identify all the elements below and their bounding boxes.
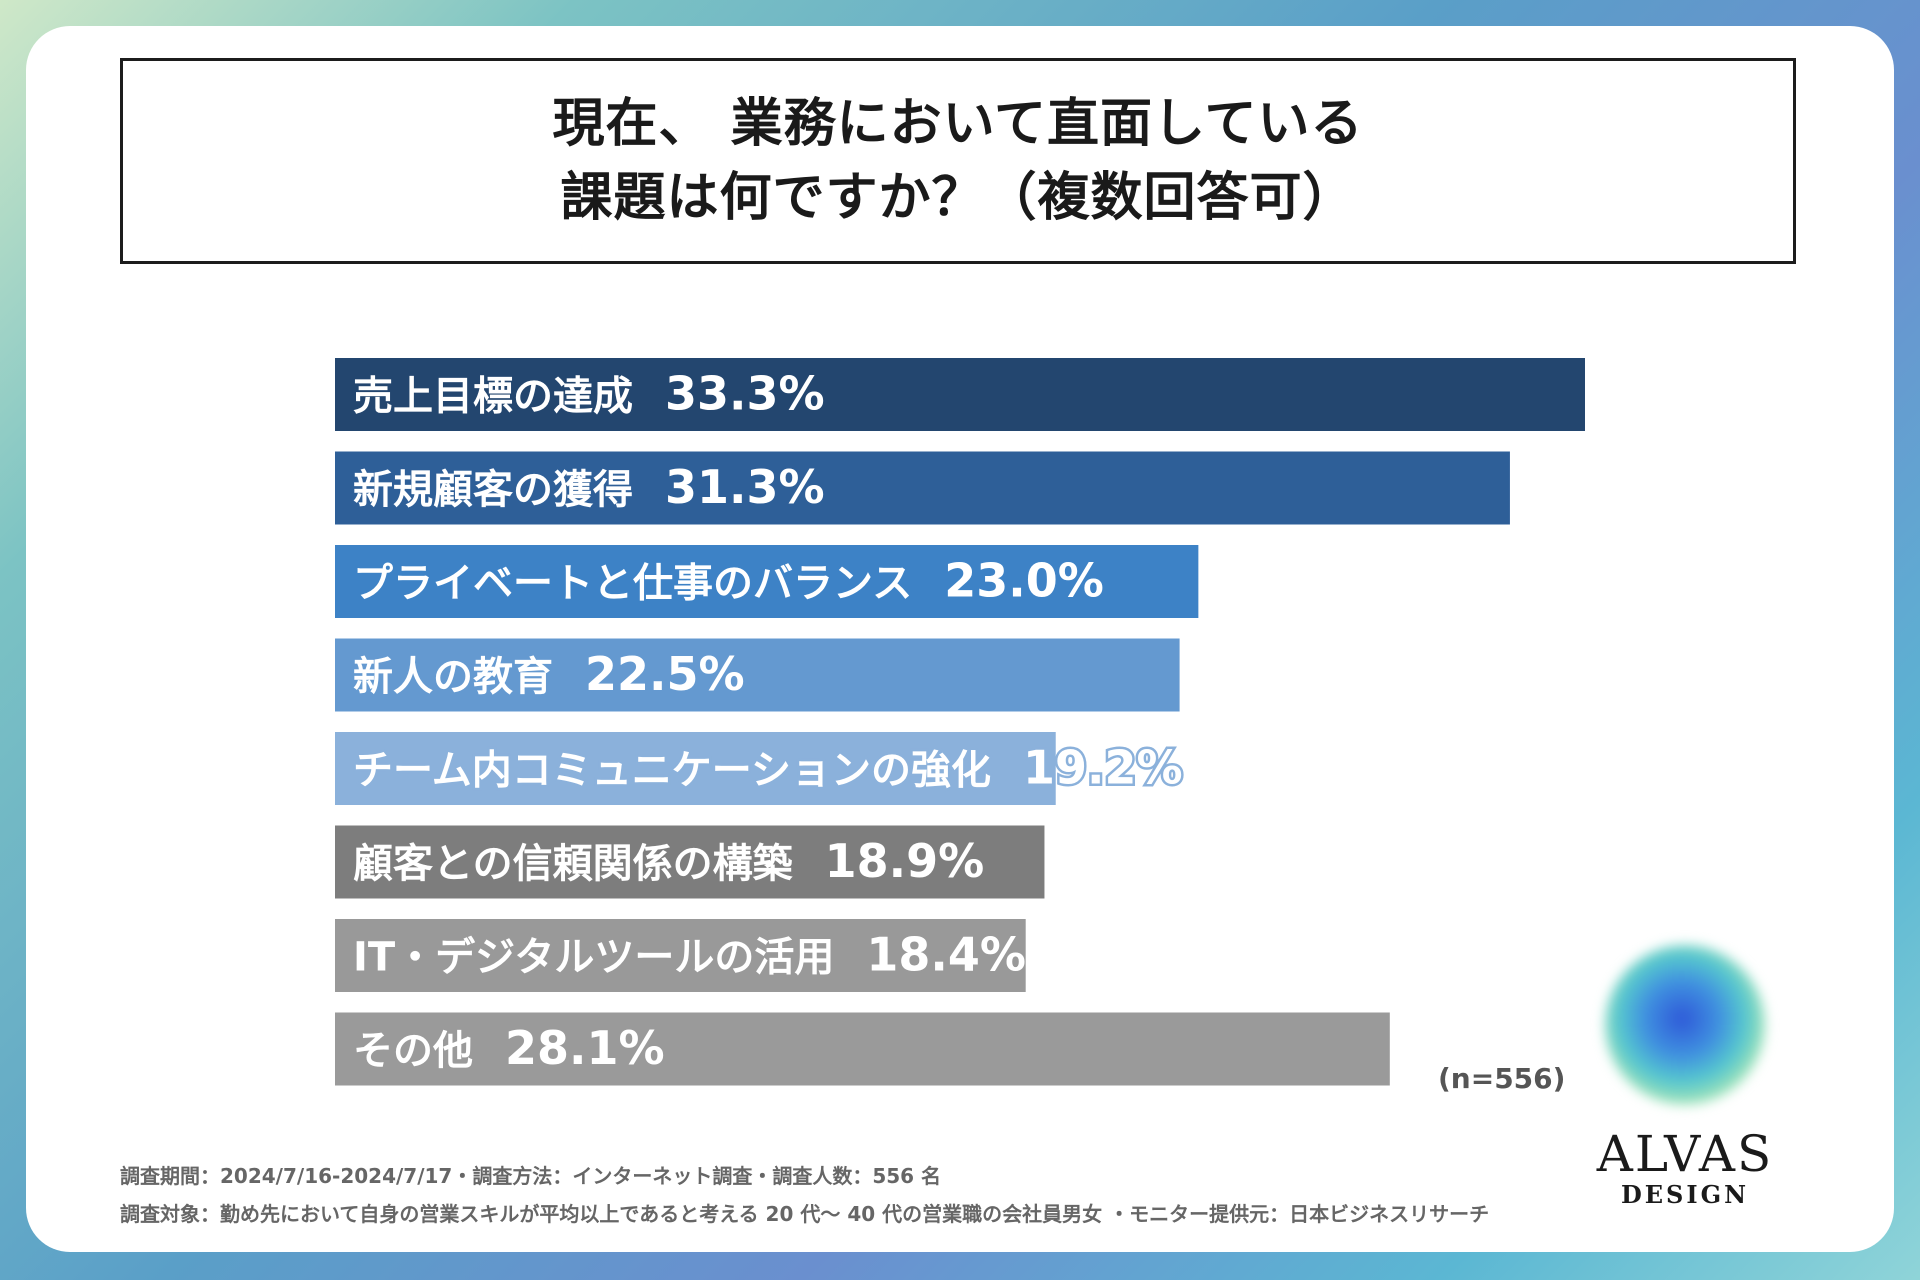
bar-value-5: 19.2% [1023,741,1183,795]
bar-5 [335,732,1056,805]
logo-name: ALVAS [1596,1125,1774,1183]
bar-label-3: プライベートと仕事のバランス 23.0% [353,554,1104,608]
logo-sub: DESIGN [1620,1180,1750,1209]
bar-label-4: 新人の教育 22.5% [353,647,745,701]
title-line-2: 課題は何ですか？（複数回答可） [560,168,1356,228]
bar-category-2: 新規顧客の獲得 [353,467,633,513]
bar-label-6: 顧客との信頼関係の構築 18.9% [353,834,984,888]
bar-label-8: その他 28.1% [353,1021,665,1075]
logo: ALVAS DESIGN [1595,1128,1775,1210]
bar-value-1: 33.3% [665,367,825,421]
bar-label-5: チーム内コミュニケーションの強化 19.2% [353,741,1183,795]
bar-category-8: その他 [353,1028,473,1074]
bar-label-1: 売上目標の達成 33.3% [353,367,825,421]
bar-value-3: 23.0% [944,554,1104,608]
bar-7 [335,919,1026,992]
bar-category-7: IT・デジタルツールの活用 [353,935,834,981]
bar-category-3: プライベートと仕事のバランス [353,561,912,607]
bar-category-5: チーム内コミュニケーションの強化 [353,748,991,794]
title-box: 現在、 業務において直面している 課題は何ですか？（複数回答可） [120,58,1796,264]
bar-value-4: 22.5% [585,647,745,701]
survey-info-line-1: 調査期間：2024/7/16-2024/7/17・調査方法：インターネット調査・… [120,1164,942,1188]
bar-3 [335,545,1199,618]
bar-value-8: 28.1% [505,1021,665,1075]
bar-value-6: 18.9% [825,834,985,888]
bar-8 [335,1012,1390,1086]
bar-6 [335,825,1045,899]
bar-4 [335,638,1180,712]
bar-category-4: 新人の教育 [353,654,553,700]
bar-2 [335,451,1510,525]
survey-info-line-2: 調査対象：勤め先において自身の営業スキルが平均以上であると考える 20 代～ 4… [120,1202,1490,1226]
sample-size-label: (n=556) [1438,1062,1566,1095]
bar-category-6: 顧客との信頼関係の構築 [353,841,794,887]
bar-value-7: 18.4% [866,928,1026,982]
bar-category-1: 売上目標の達成 [353,374,633,420]
bar-1 [335,358,1585,431]
bar-label-7: IT・デジタルツールの活用 18.4% [353,928,1026,982]
logo-orb-icon [1605,945,1765,1105]
title-line-1: 現在、 業務において直面している [552,94,1364,154]
bar-value-2: 31.3% [665,460,825,514]
bar-label-2: 新規顧客の獲得 31.3% [353,460,825,514]
